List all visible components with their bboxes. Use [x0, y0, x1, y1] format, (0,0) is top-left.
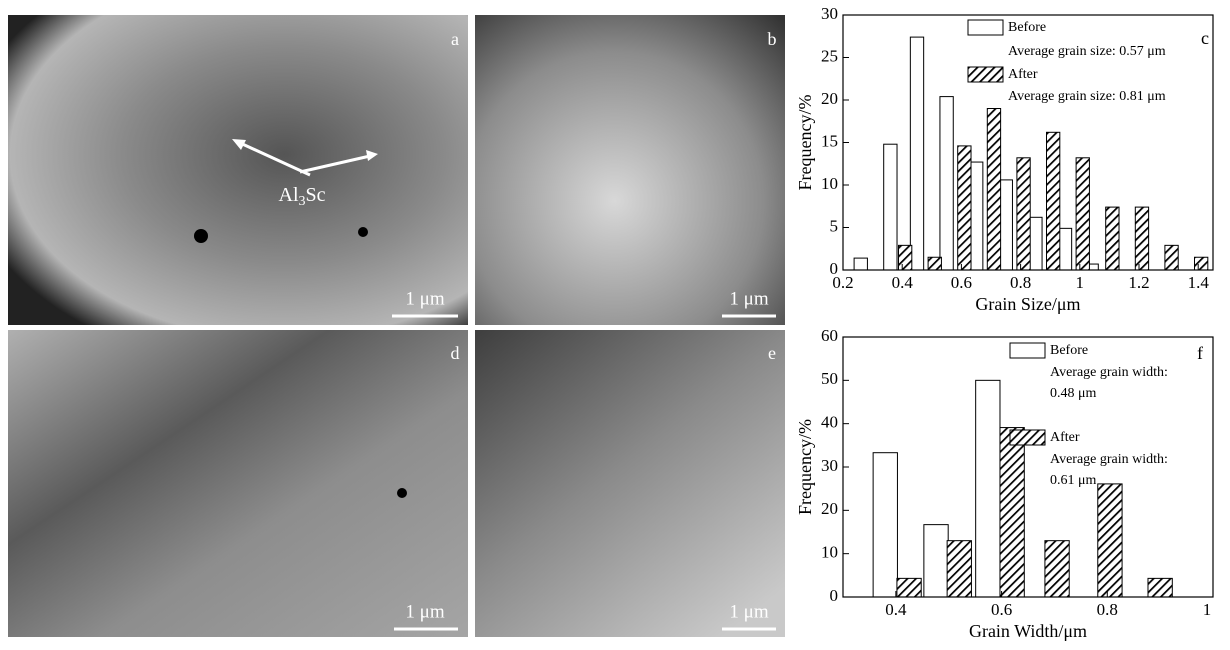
x-tick-label: 0.6 — [991, 600, 1012, 619]
micrograph-b — [475, 15, 785, 325]
bar — [873, 453, 897, 597]
bar — [940, 97, 953, 270]
panel-letter: f — [1197, 343, 1203, 363]
phase-label-part: Al — [279, 184, 299, 206]
bar — [924, 525, 948, 597]
y-tick-label: 10 — [821, 174, 838, 193]
bar — [1098, 484, 1122, 597]
bar — [1029, 217, 1042, 270]
bar — [987, 109, 1000, 271]
bar — [897, 578, 921, 597]
x-tick-label: 1.4 — [1188, 273, 1210, 292]
bar — [884, 144, 897, 270]
x-tick-label: 0.6 — [951, 273, 972, 292]
panel-letter: e — [768, 343, 776, 363]
legend-swatch — [968, 20, 1003, 35]
x-axis-label: Grain Width/μm — [969, 621, 1087, 641]
bar — [899, 245, 912, 270]
legend-label: After — [1008, 67, 1038, 82]
phase-label-part: Sc — [306, 184, 326, 206]
y-tick-label: 30 — [821, 456, 838, 475]
bar — [958, 146, 971, 270]
micrograph-e — [475, 330, 785, 637]
bar — [928, 257, 941, 270]
scale-label: 1 μm — [405, 601, 444, 622]
bar — [947, 541, 971, 597]
legend-swatch — [1010, 430, 1045, 445]
phase-label-sub: 3 — [299, 194, 306, 209]
bar — [910, 37, 923, 270]
y-tick-label: 0 — [830, 259, 839, 278]
micrograph-a — [8, 15, 468, 325]
x-tick-label: 0.4 — [885, 600, 907, 619]
y-tick-label: 15 — [821, 131, 838, 150]
bar — [976, 380, 1000, 597]
x-tick-label: 0.4 — [892, 273, 914, 292]
annotation: Average grain width: — [1050, 365, 1168, 380]
y-tick-label: 0 — [830, 586, 839, 605]
legend-swatch — [1010, 343, 1045, 358]
bar — [854, 258, 867, 270]
bar — [1058, 228, 1071, 270]
y-tick-label: 20 — [821, 499, 838, 518]
y-tick-label: 40 — [821, 413, 838, 432]
legend-label: After — [1050, 430, 1080, 445]
annotation: 0.61 μm — [1050, 473, 1097, 488]
figure: a b d e 1 μm 1 μm 1 μm 1 μm Al3Sc 0.20.4… — [0, 0, 1230, 650]
panel-letter: a — [451, 29, 459, 49]
bar — [1165, 245, 1178, 270]
x-axis-label: Grain Size/μm — [975, 294, 1080, 314]
annotation: Average grain width: — [1050, 452, 1168, 467]
x-tick-label: 0.8 — [1010, 273, 1031, 292]
y-tick-label: 20 — [821, 89, 838, 108]
x-tick-label: 1 — [1076, 273, 1085, 292]
bar — [1195, 257, 1208, 270]
legend-swatch — [968, 67, 1003, 82]
bar — [1000, 428, 1024, 597]
panel-letter: b — [768, 29, 777, 49]
panel-letter: c — [1201, 28, 1209, 48]
x-tick-label: 0.8 — [1097, 600, 1118, 619]
y-axis-label: Frequency/% — [795, 419, 815, 515]
x-tick-label: 1.2 — [1128, 273, 1149, 292]
y-tick-label: 60 — [821, 326, 838, 345]
bar — [1106, 207, 1119, 270]
bar — [1017, 158, 1030, 270]
annotation: Average grain size: 0.57 μm — [1008, 44, 1166, 59]
x-tick-label: 1 — [1203, 600, 1212, 619]
y-tick-label: 30 — [821, 4, 838, 23]
micrograph-d — [8, 330, 468, 637]
bar — [1076, 158, 1089, 270]
scale-label: 1 μm — [729, 288, 768, 309]
legend-label: Before — [1008, 20, 1046, 35]
bar — [1045, 541, 1069, 597]
y-tick-label: 25 — [821, 46, 838, 65]
bar — [1047, 132, 1060, 270]
annotation: Average grain size: 0.81 μm — [1008, 89, 1166, 104]
legend-label: Before — [1050, 343, 1088, 358]
y-tick-label: 10 — [821, 543, 838, 562]
scale-label: 1 μm — [405, 288, 444, 309]
bar — [1148, 578, 1172, 597]
scale-label: 1 μm — [729, 601, 768, 622]
bar — [1135, 207, 1148, 270]
y-axis-label: Frequency/% — [795, 95, 815, 191]
bar — [999, 180, 1012, 270]
annotation: 0.48 μm — [1050, 386, 1097, 401]
panel-letter: d — [451, 343, 460, 363]
y-tick-label: 50 — [821, 369, 838, 388]
y-tick-label: 5 — [830, 216, 839, 235]
bar — [970, 162, 983, 270]
